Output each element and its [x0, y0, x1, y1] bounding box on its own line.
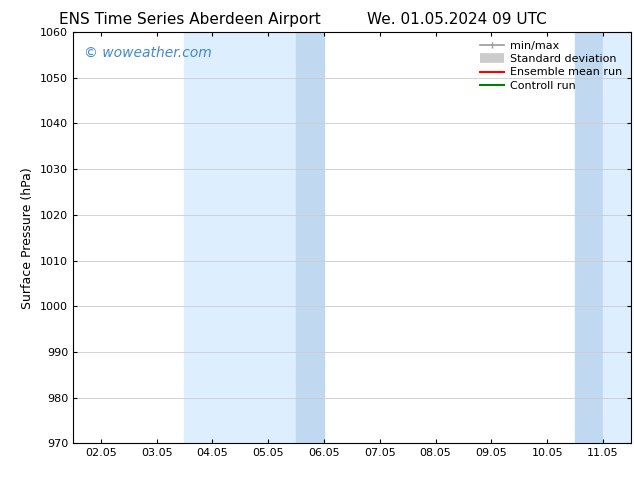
Text: © woweather.com: © woweather.com — [84, 46, 212, 60]
Bar — [296, 32, 324, 443]
Bar — [184, 32, 296, 443]
Legend: min/max, Standard deviation, Ensemble mean run, Controll run: min/max, Standard deviation, Ensemble me… — [476, 37, 625, 94]
Text: We. 01.05.2024 09 UTC: We. 01.05.2024 09 UTC — [366, 12, 547, 27]
Text: ENS Time Series Aberdeen Airport: ENS Time Series Aberdeen Airport — [60, 12, 321, 27]
Y-axis label: Surface Pressure (hPa): Surface Pressure (hPa) — [22, 167, 34, 309]
Bar — [603, 32, 631, 443]
Bar — [575, 32, 603, 443]
